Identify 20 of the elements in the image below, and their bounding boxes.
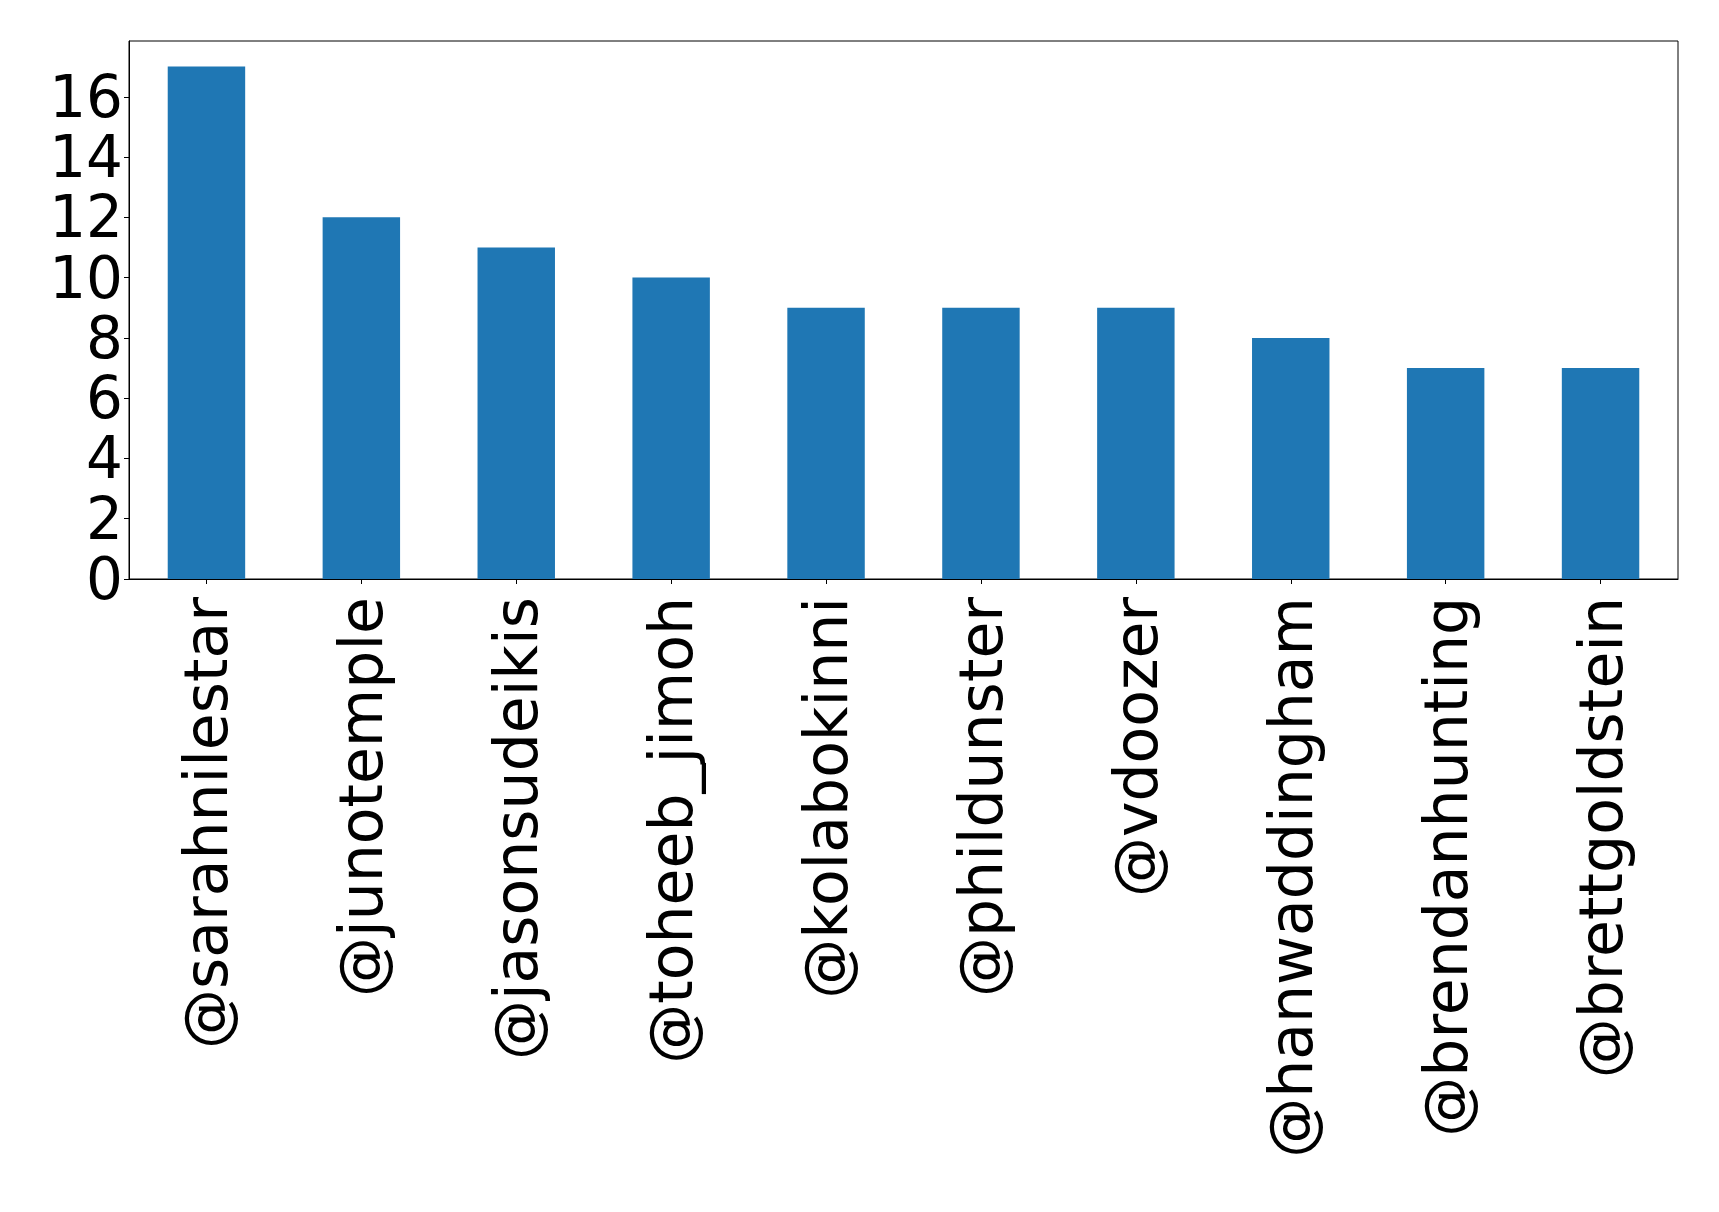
bar (477, 247, 555, 579)
x-tick-label: @hanwaddingham (1255, 597, 1326, 1158)
x-tick-label: @vdoozer (1100, 596, 1171, 898)
bar (167, 66, 246, 579)
x-tick-label: @junotemple (326, 597, 397, 997)
bar (632, 277, 710, 579)
x-tick-label: @toheeb_jimoh (636, 597, 707, 1064)
x-tick-label: @brendanhunting (1410, 597, 1481, 1137)
x-tick-label: @kolabokinni (791, 597, 862, 999)
bar (1252, 337, 1330, 579)
bar (1097, 307, 1175, 579)
bar (1406, 368, 1485, 579)
x-tick-label: @phildunster (945, 596, 1016, 997)
x-tick-label: @jasonsudeikis (481, 597, 552, 1061)
bar (787, 307, 865, 579)
x-tick-label: @sarahnilestar (171, 596, 242, 1049)
x-tick-label: @brettgoldstein (1565, 597, 1636, 1079)
bar (1561, 368, 1640, 579)
bar (322, 217, 401, 579)
bar (942, 307, 1020, 579)
